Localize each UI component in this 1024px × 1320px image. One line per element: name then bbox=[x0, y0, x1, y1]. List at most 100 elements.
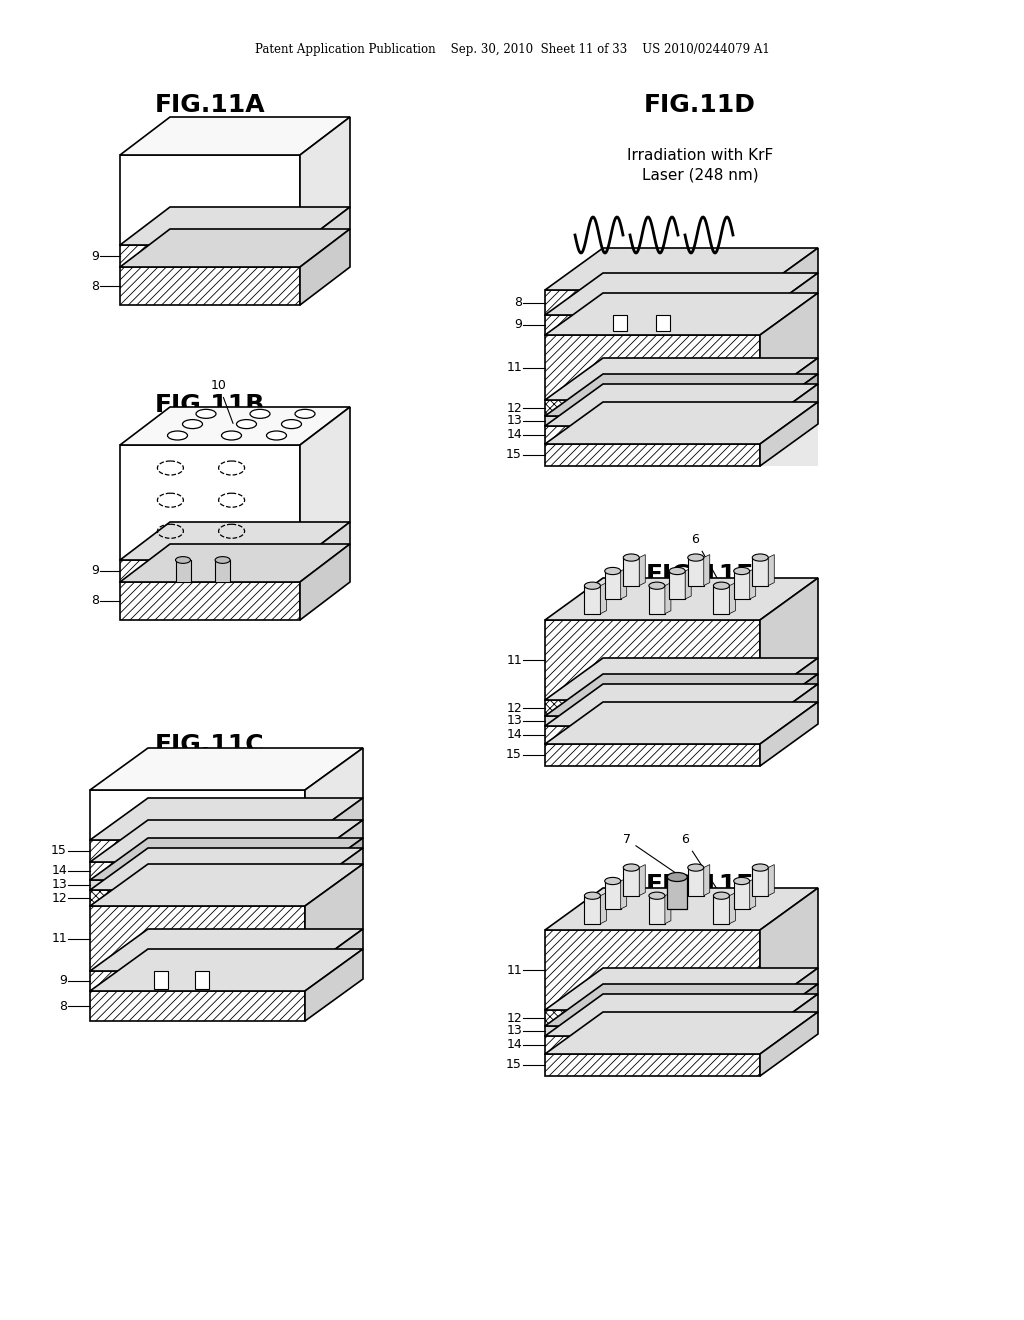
Polygon shape bbox=[545, 700, 760, 715]
Text: 6: 6 bbox=[691, 533, 720, 583]
Polygon shape bbox=[90, 862, 305, 880]
Polygon shape bbox=[90, 748, 362, 789]
Polygon shape bbox=[90, 865, 362, 906]
Text: Irradiation with KrF: Irradiation with KrF bbox=[627, 148, 773, 162]
Polygon shape bbox=[120, 207, 350, 246]
Text: 12: 12 bbox=[506, 1011, 522, 1024]
Ellipse shape bbox=[649, 892, 665, 899]
Polygon shape bbox=[305, 838, 362, 890]
Polygon shape bbox=[120, 228, 350, 267]
Polygon shape bbox=[305, 820, 362, 880]
Polygon shape bbox=[545, 968, 818, 1010]
Text: FIG.11B: FIG.11B bbox=[155, 393, 265, 417]
Polygon shape bbox=[760, 888, 818, 1010]
Ellipse shape bbox=[196, 409, 216, 418]
Polygon shape bbox=[600, 582, 606, 614]
Polygon shape bbox=[90, 847, 362, 890]
Polygon shape bbox=[750, 568, 756, 599]
Polygon shape bbox=[175, 560, 190, 582]
Polygon shape bbox=[545, 248, 818, 290]
Polygon shape bbox=[545, 726, 760, 744]
Polygon shape bbox=[760, 374, 818, 426]
Text: 9: 9 bbox=[91, 249, 99, 263]
Polygon shape bbox=[753, 557, 768, 586]
Polygon shape bbox=[760, 293, 818, 400]
Polygon shape bbox=[768, 554, 774, 586]
Polygon shape bbox=[665, 892, 671, 924]
Polygon shape bbox=[545, 620, 760, 700]
Text: FIG.11E: FIG.11E bbox=[646, 564, 754, 587]
Polygon shape bbox=[120, 521, 350, 560]
Polygon shape bbox=[545, 335, 760, 400]
Text: 10: 10 bbox=[211, 379, 233, 424]
Text: 9: 9 bbox=[91, 565, 99, 578]
Polygon shape bbox=[545, 293, 818, 335]
Polygon shape bbox=[90, 890, 305, 906]
Polygon shape bbox=[305, 929, 362, 991]
Ellipse shape bbox=[714, 582, 729, 589]
Polygon shape bbox=[613, 315, 628, 331]
Polygon shape bbox=[760, 290, 818, 466]
Polygon shape bbox=[685, 568, 691, 599]
Polygon shape bbox=[545, 358, 818, 400]
Polygon shape bbox=[760, 657, 818, 715]
Ellipse shape bbox=[753, 865, 768, 871]
Polygon shape bbox=[760, 702, 818, 766]
Text: 9: 9 bbox=[59, 974, 67, 987]
Polygon shape bbox=[90, 840, 305, 862]
Polygon shape bbox=[545, 744, 760, 766]
Text: FIG.11F: FIG.11F bbox=[646, 873, 754, 898]
Polygon shape bbox=[120, 445, 300, 560]
Polygon shape bbox=[639, 554, 645, 586]
Polygon shape bbox=[760, 578, 818, 700]
Ellipse shape bbox=[585, 582, 600, 589]
Text: 11: 11 bbox=[506, 653, 522, 667]
Ellipse shape bbox=[624, 865, 639, 871]
Polygon shape bbox=[760, 675, 818, 726]
Polygon shape bbox=[621, 878, 627, 909]
Polygon shape bbox=[545, 578, 818, 620]
Polygon shape bbox=[624, 867, 639, 895]
Text: 13: 13 bbox=[506, 714, 522, 727]
Polygon shape bbox=[545, 675, 818, 715]
Polygon shape bbox=[90, 906, 305, 972]
Polygon shape bbox=[545, 1026, 760, 1036]
Polygon shape bbox=[760, 384, 818, 444]
Polygon shape bbox=[195, 972, 209, 989]
Text: 13: 13 bbox=[506, 414, 522, 428]
Text: 15: 15 bbox=[506, 1059, 522, 1072]
Polygon shape bbox=[688, 867, 703, 895]
Polygon shape bbox=[714, 586, 729, 614]
Polygon shape bbox=[760, 994, 818, 1053]
Polygon shape bbox=[90, 789, 305, 840]
Text: 8: 8 bbox=[514, 296, 522, 309]
Text: Patent Application Publication    Sep. 30, 2010  Sheet 11 of 33    US 2010/02440: Patent Application Publication Sep. 30, … bbox=[255, 44, 769, 57]
Polygon shape bbox=[545, 684, 818, 726]
Ellipse shape bbox=[266, 432, 287, 440]
Polygon shape bbox=[753, 867, 768, 895]
Polygon shape bbox=[624, 557, 639, 586]
Text: 14: 14 bbox=[506, 1039, 522, 1052]
Text: 7: 7 bbox=[623, 833, 675, 873]
Polygon shape bbox=[305, 865, 362, 972]
Polygon shape bbox=[90, 929, 362, 972]
Polygon shape bbox=[300, 521, 350, 582]
Polygon shape bbox=[665, 582, 671, 614]
Polygon shape bbox=[305, 799, 362, 862]
Polygon shape bbox=[545, 994, 818, 1036]
Polygon shape bbox=[760, 1012, 818, 1076]
Polygon shape bbox=[120, 544, 350, 582]
Polygon shape bbox=[649, 586, 665, 614]
Polygon shape bbox=[154, 972, 168, 989]
Polygon shape bbox=[545, 657, 818, 700]
Polygon shape bbox=[750, 878, 756, 909]
Text: 6: 6 bbox=[681, 833, 720, 894]
Polygon shape bbox=[605, 880, 621, 909]
Text: FIG.11D: FIG.11D bbox=[644, 92, 756, 117]
Polygon shape bbox=[734, 880, 750, 909]
Ellipse shape bbox=[670, 568, 685, 574]
Polygon shape bbox=[760, 983, 818, 1036]
Polygon shape bbox=[305, 748, 362, 840]
Polygon shape bbox=[545, 444, 760, 466]
Ellipse shape bbox=[605, 878, 621, 884]
